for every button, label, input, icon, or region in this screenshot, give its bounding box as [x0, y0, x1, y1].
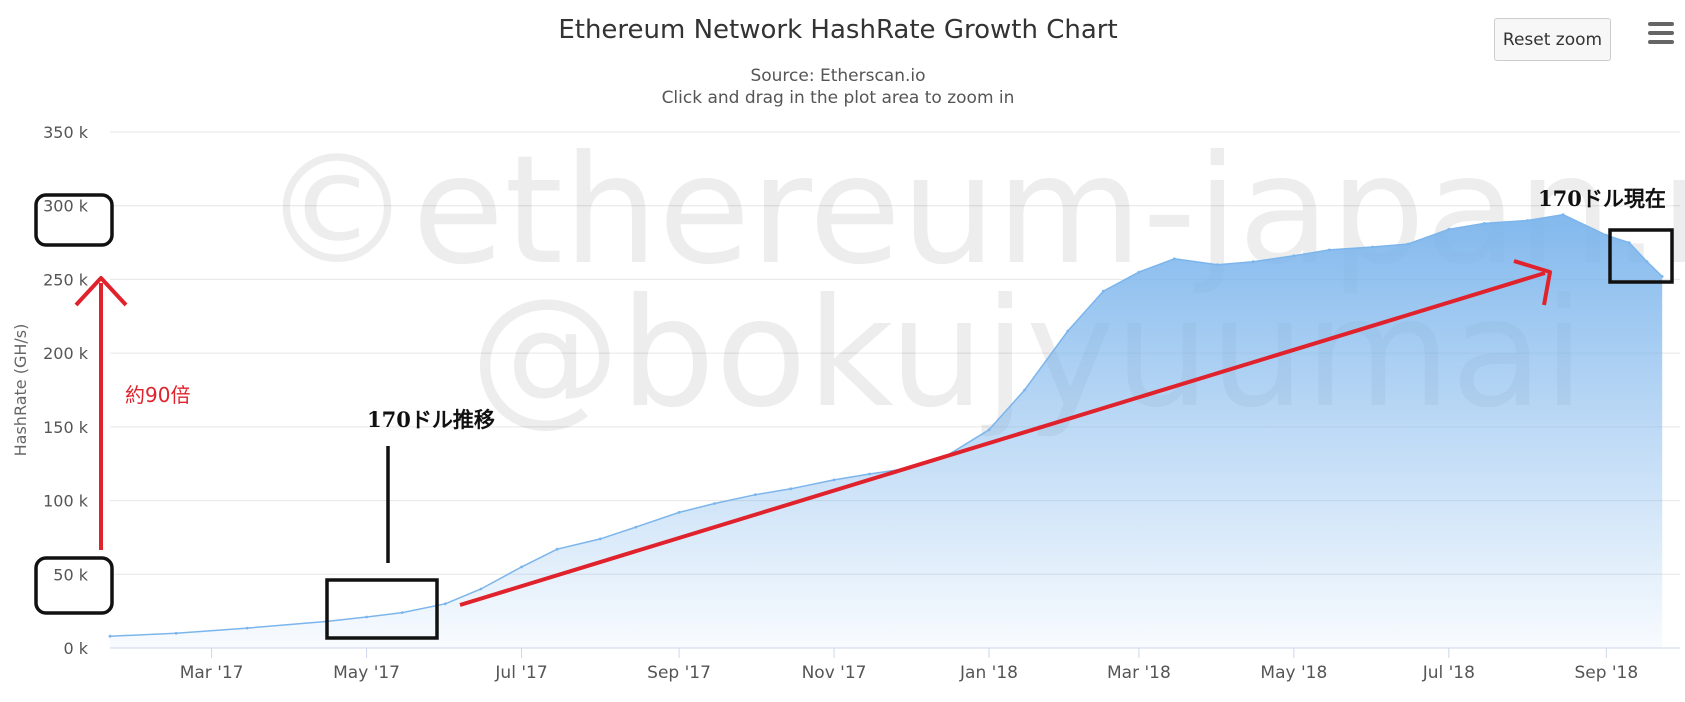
data-point — [1406, 242, 1410, 246]
data-point — [1561, 213, 1565, 217]
y-tick-label: 350 k — [43, 123, 89, 142]
trend-arrow-head — [1513, 259, 1552, 306]
y-tick-label: 50 k — [53, 565, 88, 584]
data-point — [245, 626, 249, 630]
data-point — [108, 634, 112, 638]
x-tick-label: Jan '18 — [959, 663, 1018, 683]
data-point — [1101, 289, 1105, 293]
y-tick-label: 0 k — [63, 639, 88, 658]
data-point — [174, 631, 178, 635]
data-point — [443, 602, 447, 606]
data-point — [1137, 270, 1141, 274]
growth-arrow-head — [74, 276, 128, 307]
data-point — [1328, 248, 1331, 252]
hashrate-series-line — [109, 213, 1663, 637]
menu-icon-bar — [1648, 40, 1674, 44]
data-point — [868, 472, 871, 476]
x-tick-label: Sep '17 — [647, 663, 711, 683]
hamburger-menu-icon[interactable] — [1648, 22, 1674, 46]
axes: 0 k 50 k 100 k 150 k 200 k 250 k 300 k 350 k Mar… — [43, 123, 1680, 683]
y-tick-label: 250 k — [43, 270, 89, 289]
data-point — [1251, 260, 1255, 264]
data-point — [713, 502, 716, 505]
chart-title: Ethereum Network HashRate Growth Chart — [558, 15, 1117, 45]
data-point — [555, 547, 559, 551]
plot-area[interactable] — [108, 213, 1664, 648]
data-point — [1660, 275, 1664, 278]
current-value-box — [1608, 228, 1674, 284]
data-point — [1023, 388, 1026, 392]
y-tick-label: 300 k — [43, 197, 89, 216]
menu-icon-bar — [1648, 31, 1674, 35]
data-point — [1216, 263, 1219, 267]
data-point — [1371, 245, 1374, 249]
x-tick-label: Jul '17 — [494, 663, 547, 683]
data-point — [634, 525, 638, 529]
annotations: 約90倍 170ドル推移 170ドル現在 — [34, 186, 1674, 640]
chart-subtitle-source: Source: Etherscan.io — [750, 66, 925, 86]
data-point — [677, 511, 681, 514]
y-tick-label: 100 k — [43, 492, 89, 511]
x-tick-label: Mar '18 — [1107, 663, 1171, 683]
data-point — [987, 428, 991, 432]
data-point — [1645, 260, 1649, 264]
trend-arrow-shaft — [459, 271, 1546, 607]
reset-zoom-button[interactable]: Reset zoom — [1494, 18, 1611, 61]
y-tick-label: 200 k — [43, 344, 89, 363]
trend-start-label: 170ドル推移 — [367, 407, 495, 432]
data-point — [400, 611, 404, 614]
data-point — [1627, 241, 1631, 245]
data-point — [598, 537, 602, 541]
x-tick-label: May '18 — [1260, 663, 1327, 683]
x-tick-label: Nov '17 — [802, 663, 867, 683]
y-box-300k — [34, 193, 114, 247]
data-point — [1292, 254, 1296, 258]
data-point — [789, 487, 793, 491]
chart-subtitle-hint: Click and drag in the plot area to zoom … — [662, 88, 1015, 108]
y-tick-label: 150 k — [43, 418, 89, 437]
trend-start-box — [325, 578, 439, 640]
data-point — [520, 565, 523, 569]
data-point — [1447, 227, 1451, 231]
data-point — [753, 493, 757, 497]
data-point — [479, 587, 483, 591]
data-point — [1526, 219, 1529, 222]
data-point — [832, 478, 836, 482]
data-point — [1066, 329, 1070, 333]
y-box-50k — [34, 556, 114, 615]
data-point — [1483, 222, 1486, 225]
x-tick-label: May '17 — [333, 663, 400, 683]
current-value-label: 170ドル現在 — [1538, 186, 1666, 211]
x-tick-label: Mar '17 — [180, 663, 244, 683]
data-point — [1173, 257, 1176, 261]
menu-icon-bar — [1648, 22, 1674, 26]
data-point — [365, 615, 368, 619]
y-axis-label: HashRate (GH/s) — [11, 324, 30, 457]
hashrate-area-fill — [110, 214, 1663, 648]
growth-label: 約90倍 — [125, 383, 190, 407]
x-tick-label: Jul '18 — [1422, 663, 1475, 683]
data-point — [1604, 233, 1608, 237]
x-tick-label: Sep '18 — [1574, 663, 1638, 683]
